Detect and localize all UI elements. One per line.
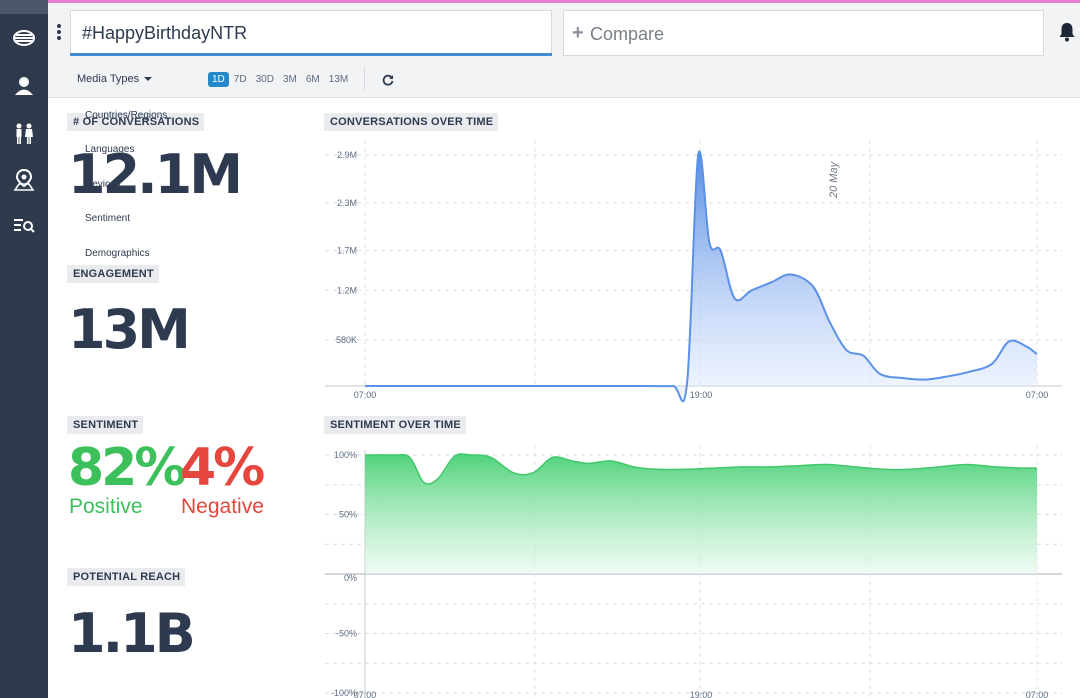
conversations-y-tick: 1.7M — [337, 246, 357, 256]
time-range-selector: 1D 7D 30D 3M 6M 13M — [208, 72, 353, 87]
conversations-y-tick: 580K — [336, 335, 357, 345]
negative-percent: 4% — [180, 438, 265, 498]
engagement-value: 13M — [68, 298, 191, 361]
conversations-x-tick: 07:00 — [354, 390, 377, 400]
range-3m-button[interactable]: 3M — [282, 74, 297, 85]
media-types-dropdown[interactable]: Media Types — [77, 73, 153, 85]
refresh-icon[interactable] — [382, 73, 394, 86]
chevron-down-icon — [144, 77, 153, 82]
menu-item-sentiment[interactable]: Sentiment — [85, 213, 131, 224]
query-active-underline — [70, 53, 552, 56]
demographics-icon[interactable] — [12, 122, 36, 146]
sentiment-label: SENTIMENT — [67, 416, 144, 434]
compare-label: Compare — [590, 24, 665, 44]
plus-icon: + — [572, 22, 584, 44]
conversations-label: # OF CONVERSATIONS — [67, 113, 205, 131]
conversations-x-tick: 07:00 — [1026, 390, 1049, 400]
more-options-icon[interactable] — [56, 24, 62, 40]
sidebar — [0, 0, 48, 698]
date-annotation: 20 May — [828, 160, 840, 199]
toolbar-divider — [364, 68, 365, 90]
conversations-value: 12.1M — [68, 143, 243, 206]
sentiment-chart-title: SENTIMENT OVER TIME — [324, 416, 466, 434]
sentiment-y-tick: 0% — [344, 573, 357, 583]
menu-item-countries[interactable]: Countries/Regions — [85, 110, 168, 121]
query-text[interactable]: #HappyBirthdayNTR — [82, 23, 248, 43]
range-13m-button[interactable]: 13M — [328, 74, 349, 85]
bell-icon[interactable] — [1058, 22, 1076, 42]
conversations-line — [365, 150, 1038, 403]
user-icon[interactable] — [12, 74, 36, 98]
conversations-chart-title: CONVERSATIONS OVER TIME — [324, 113, 499, 131]
sentiment-x-tick: 07:00 — [354, 690, 377, 698]
negative-label: Negative — [181, 495, 264, 518]
top-accent-line — [0, 0, 1080, 3]
search-list-icon[interactable] — [12, 214, 36, 238]
sentiment-y-tick: 100% — [334, 450, 357, 460]
sentiment-x-tick: 19:00 — [690, 690, 713, 698]
conversations-area — [365, 151, 1037, 402]
sentiment-line — [364, 453, 1038, 485]
positive-label: Positive — [69, 495, 143, 518]
potential-reach-value: 1.1B — [68, 602, 196, 665]
menu-item-languages[interactable]: Languages — [85, 144, 135, 155]
sentiment-y-tick: -50% — [336, 629, 357, 639]
sentiment-x-tick: 07:00 — [1026, 690, 1049, 698]
compare-input[interactable]: + Compare — [563, 10, 1044, 56]
sentiment-area — [365, 453, 1037, 574]
positive-percent: 82% — [68, 438, 186, 498]
range-30d-button[interactable]: 30D — [255, 74, 274, 85]
menu-item-devices[interactable]: Devices — [85, 179, 121, 190]
dashboard-icon[interactable] — [12, 26, 36, 50]
conversations-y-tick: 2.9M — [337, 150, 357, 160]
range-7d-button[interactable]: 7D — [233, 74, 247, 85]
range-1d-button[interactable]: 1D — [208, 72, 229, 87]
sentiment-y-tick: 50% — [339, 510, 357, 520]
sidebar-active-indicator — [0, 0, 48, 14]
location-icon[interactable] — [12, 168, 36, 192]
conversations-x-tick: 19:00 — [690, 390, 713, 400]
media-types-label: Media Types — [77, 73, 140, 85]
engagement-label: ENGAGEMENT — [67, 265, 159, 283]
menu-item-demographics[interactable]: Demographics — [85, 248, 150, 259]
conversations-y-tick: 2.3M — [337, 198, 357, 208]
query-input[interactable]: #HappyBirthdayNTR — [70, 10, 552, 56]
sentiment-y-tick: -100% — [331, 688, 357, 698]
range-6m-button[interactable]: 6M — [305, 74, 320, 85]
potential-reach-label: POTENTIAL REACH — [67, 568, 186, 586]
conversations-y-tick: 1.2M — [337, 285, 357, 295]
